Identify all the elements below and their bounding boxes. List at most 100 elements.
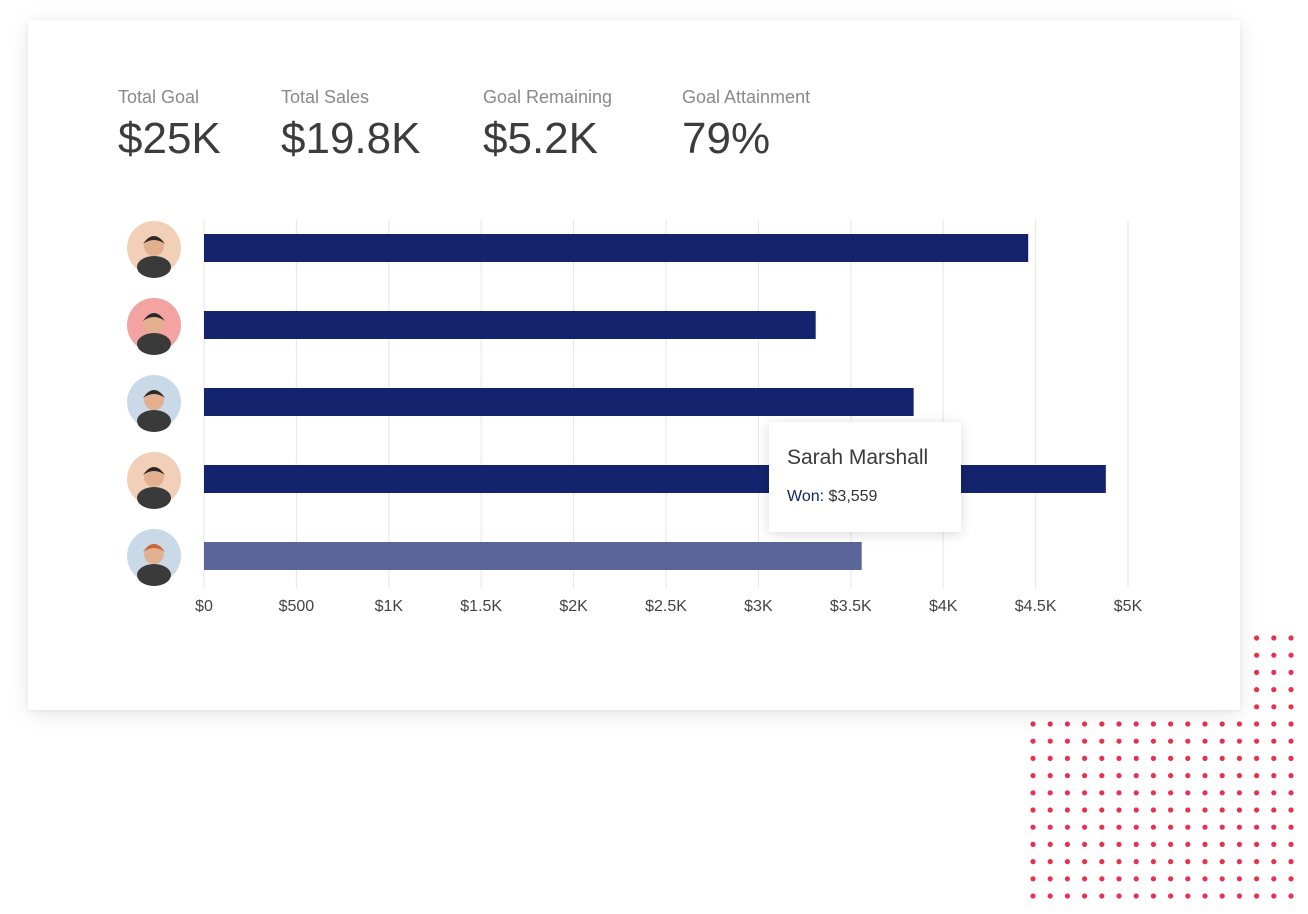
decorative-dot xyxy=(1116,807,1122,813)
decorative-dot xyxy=(1168,841,1174,848)
decorative-dot xyxy=(1047,721,1053,727)
avatar-face xyxy=(144,236,164,256)
x-tick-label: $3K xyxy=(744,598,773,615)
decorative-dot xyxy=(1219,721,1225,727)
decorative-dot xyxy=(1064,876,1070,882)
tooltip-value: $3,559 xyxy=(828,488,878,505)
decorative-dot xyxy=(1271,824,1277,830)
decorative-dot xyxy=(1064,738,1070,744)
decorative-dot xyxy=(1116,773,1122,779)
decorative-dot xyxy=(1064,841,1070,848)
decorative-dot xyxy=(1133,841,1139,848)
decorative-dot xyxy=(1082,876,1088,882)
decorative-dot xyxy=(1185,824,1191,830)
decorative-dot xyxy=(1150,841,1156,848)
avatar-face xyxy=(144,467,164,487)
decorative-dot xyxy=(1168,893,1174,899)
avatar-shoulders xyxy=(137,333,171,355)
decorative-dot xyxy=(1116,876,1122,882)
decorative-dot xyxy=(1047,755,1053,762)
avatar-shoulders xyxy=(137,564,171,586)
decorative-dot xyxy=(1288,807,1294,813)
decorative-dot xyxy=(1168,738,1174,744)
decorative-dot xyxy=(1271,876,1277,882)
decorative-dot xyxy=(1030,755,1036,762)
decorative-dot xyxy=(1030,876,1036,882)
decorative-dot xyxy=(1271,687,1277,693)
decorative-dot xyxy=(1254,773,1260,779)
decorative-dot xyxy=(1271,704,1277,710)
decorative-dot xyxy=(1099,773,1105,779)
decorative-dot xyxy=(1030,738,1036,744)
decorative-dot xyxy=(1202,738,1208,744)
decorative-dot xyxy=(1064,773,1070,779)
decorative-dot xyxy=(1150,893,1156,899)
decorative-dot xyxy=(1150,859,1156,865)
decorative-dot xyxy=(1219,755,1225,762)
decorative-dot xyxy=(1133,859,1139,865)
avatar-face xyxy=(144,544,164,564)
decorative-dot xyxy=(1030,841,1036,848)
bar xyxy=(204,465,1106,493)
x-tick-label: $4K xyxy=(929,598,958,615)
decorative-dot xyxy=(1030,773,1036,779)
x-tick-label: $4.5K xyxy=(1015,598,1057,615)
decorative-dot xyxy=(1099,738,1105,744)
decorative-dot xyxy=(1133,738,1139,744)
decorative-dot xyxy=(1288,652,1294,658)
decorative-dot xyxy=(1271,738,1277,744)
decorative-dot xyxy=(1185,807,1191,813)
decorative-dot xyxy=(1082,738,1088,744)
decorative-dot xyxy=(1202,859,1208,865)
decorative-dot xyxy=(1185,773,1191,779)
decorative-dot xyxy=(1030,824,1036,830)
decorative-dot xyxy=(1254,721,1260,727)
decorative-dot xyxy=(1219,824,1225,830)
decorative-dot xyxy=(1064,859,1070,865)
decorative-dot xyxy=(1099,876,1105,882)
decorative-dot xyxy=(1099,859,1105,865)
decorative-dot xyxy=(1047,859,1053,865)
decorative-dot xyxy=(1202,807,1208,813)
decorative-dot xyxy=(1133,755,1139,762)
decorative-dot xyxy=(1254,893,1260,899)
decorative-dot xyxy=(1271,859,1277,865)
decorative-dot xyxy=(1202,893,1208,899)
decorative-dot xyxy=(1168,876,1174,882)
kpi-value: $19.8K xyxy=(281,114,421,163)
decorative-dot xyxy=(1271,841,1277,848)
decorative-dot xyxy=(1064,721,1070,727)
decorative-dot xyxy=(1271,652,1277,658)
decorative-dot xyxy=(1254,859,1260,865)
decorative-dot xyxy=(1133,721,1139,727)
decorative-dot xyxy=(1099,824,1105,830)
decorative-dot xyxy=(1288,755,1294,762)
bar xyxy=(204,311,816,339)
decorative-dot xyxy=(1185,738,1191,744)
avatar-hair xyxy=(143,467,165,475)
decorative-dot xyxy=(1236,824,1242,830)
x-tick-label: $0 xyxy=(195,598,213,615)
decorative-dot xyxy=(1185,841,1191,848)
decorative-dot xyxy=(1288,859,1294,865)
decorative-dot xyxy=(1047,824,1053,830)
decorative-dot xyxy=(1099,841,1105,848)
decorative-dot xyxy=(1254,669,1260,676)
kpi-label: Goal Remaining xyxy=(483,87,613,107)
decorative-dot xyxy=(1288,841,1294,848)
kpi-value: 79% xyxy=(682,114,771,163)
decorative-dot xyxy=(1150,790,1156,796)
decorative-dot xyxy=(1271,773,1277,779)
decorative-dot xyxy=(1202,773,1208,779)
decorative-dot xyxy=(1271,755,1277,762)
decorative-dot xyxy=(1271,721,1277,727)
decorative-dot xyxy=(1254,824,1260,830)
decorative-dot xyxy=(1082,893,1088,899)
decorative-dot xyxy=(1236,773,1242,779)
decorative-dot xyxy=(1082,790,1088,796)
decorative-dot xyxy=(1133,773,1139,779)
decorative-dot xyxy=(1030,893,1036,899)
decorative-dot xyxy=(1030,721,1036,727)
decorative-dot xyxy=(1254,876,1260,882)
